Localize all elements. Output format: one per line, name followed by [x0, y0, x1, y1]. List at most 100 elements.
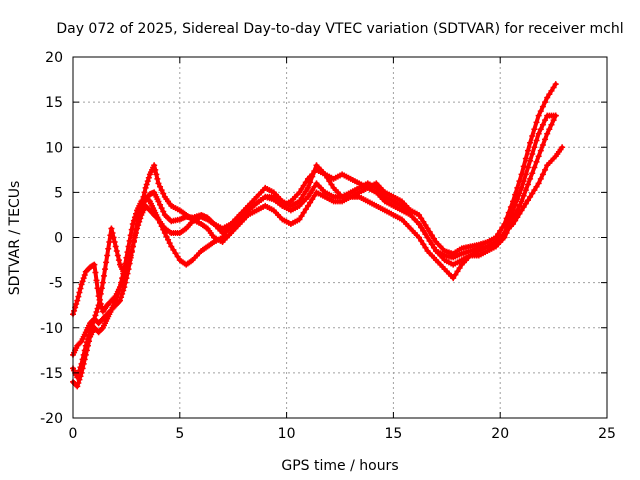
data-point — [136, 211, 143, 218]
data-point — [510, 220, 517, 227]
data-point — [168, 243, 175, 250]
data-point — [302, 188, 309, 195]
data-point — [535, 130, 542, 137]
data-point — [296, 189, 303, 196]
data-point — [522, 155, 529, 162]
data-point — [76, 289, 83, 296]
data-point — [157, 201, 164, 208]
data-point — [516, 210, 523, 217]
data-point — [110, 234, 117, 241]
data-point — [104, 252, 111, 259]
data-point — [311, 167, 318, 174]
data-point — [140, 193, 147, 200]
data-point — [309, 173, 316, 180]
data-point — [518, 184, 525, 191]
y-tick-label: 15 — [45, 95, 63, 111]
y-axis-label: SDTVAR / TECUs — [7, 181, 23, 296]
data-point — [160, 208, 167, 215]
data-point — [87, 329, 94, 336]
data-point — [420, 241, 427, 248]
data-point — [98, 325, 105, 332]
data-point — [537, 108, 544, 115]
data-point — [157, 183, 164, 190]
data-point — [529, 151, 536, 158]
series-line — [71, 113, 558, 357]
data-point — [522, 171, 529, 178]
data-point — [145, 197, 152, 204]
data-point — [535, 180, 542, 187]
data-point — [99, 279, 106, 286]
data-point — [307, 190, 314, 197]
data-point — [300, 182, 307, 189]
data-point — [418, 224, 425, 231]
data-point — [416, 211, 423, 218]
data-point — [137, 207, 144, 214]
data-point — [74, 383, 81, 390]
data-point — [424, 234, 431, 241]
data-point — [420, 218, 427, 225]
data-point — [520, 192, 527, 199]
y-tick-label: 0 — [54, 231, 63, 247]
data-point — [309, 196, 316, 203]
data-point — [559, 144, 566, 151]
data-point — [298, 195, 305, 202]
y-tick-label: 5 — [54, 185, 63, 201]
data-point — [524, 181, 531, 188]
data-point — [86, 332, 93, 339]
data-point — [533, 183, 540, 190]
data-point — [166, 240, 173, 247]
data-point — [537, 126, 544, 133]
data-point — [129, 243, 136, 250]
data-point — [144, 178, 151, 185]
data-point — [531, 144, 538, 151]
data-point — [122, 279, 129, 286]
data-point — [550, 117, 557, 124]
data-point — [158, 187, 165, 194]
data-point — [548, 121, 555, 128]
x-tick-label: 5 — [175, 426, 184, 442]
data-point — [426, 228, 433, 235]
data-point — [143, 181, 150, 188]
data-point — [83, 339, 90, 346]
data-point — [422, 231, 429, 238]
data-point — [91, 315, 98, 322]
data-point — [454, 268, 461, 275]
data-point — [300, 191, 307, 198]
data-point — [520, 204, 527, 211]
data-point — [160, 190, 167, 197]
x-axis-label: GPS time / hours — [281, 458, 398, 474]
data-point — [309, 187, 316, 194]
data-point — [74, 374, 81, 381]
data-point — [120, 287, 127, 294]
data-point — [548, 87, 555, 94]
data-point — [456, 264, 463, 271]
data-point — [450, 275, 457, 282]
data-point — [94, 305, 101, 312]
data-point — [155, 180, 162, 187]
data-point — [93, 308, 100, 315]
data-point — [75, 380, 82, 387]
data-point — [537, 147, 544, 154]
data-point — [155, 198, 162, 205]
data-point — [118, 294, 125, 301]
data-point — [422, 244, 429, 251]
data-point — [326, 178, 333, 185]
data-point — [174, 253, 181, 260]
data-point — [77, 364, 84, 371]
data-point — [533, 137, 540, 144]
data-point — [119, 290, 126, 297]
data-point — [514, 214, 521, 221]
data-point — [542, 117, 549, 124]
data-point — [76, 367, 83, 374]
data-point — [93, 277, 100, 284]
data-point — [108, 225, 115, 232]
data-point — [115, 298, 122, 305]
data-point — [78, 281, 85, 288]
axis-ticks: 0 5 10 15 20 25 -20 -15 -10 -5 0 5 10 15 20 — [40, 50, 616, 442]
data-point — [158, 205, 165, 212]
data-point — [514, 196, 521, 203]
data-point — [141, 189, 148, 196]
data-point — [424, 225, 431, 232]
data-point — [131, 232, 138, 239]
